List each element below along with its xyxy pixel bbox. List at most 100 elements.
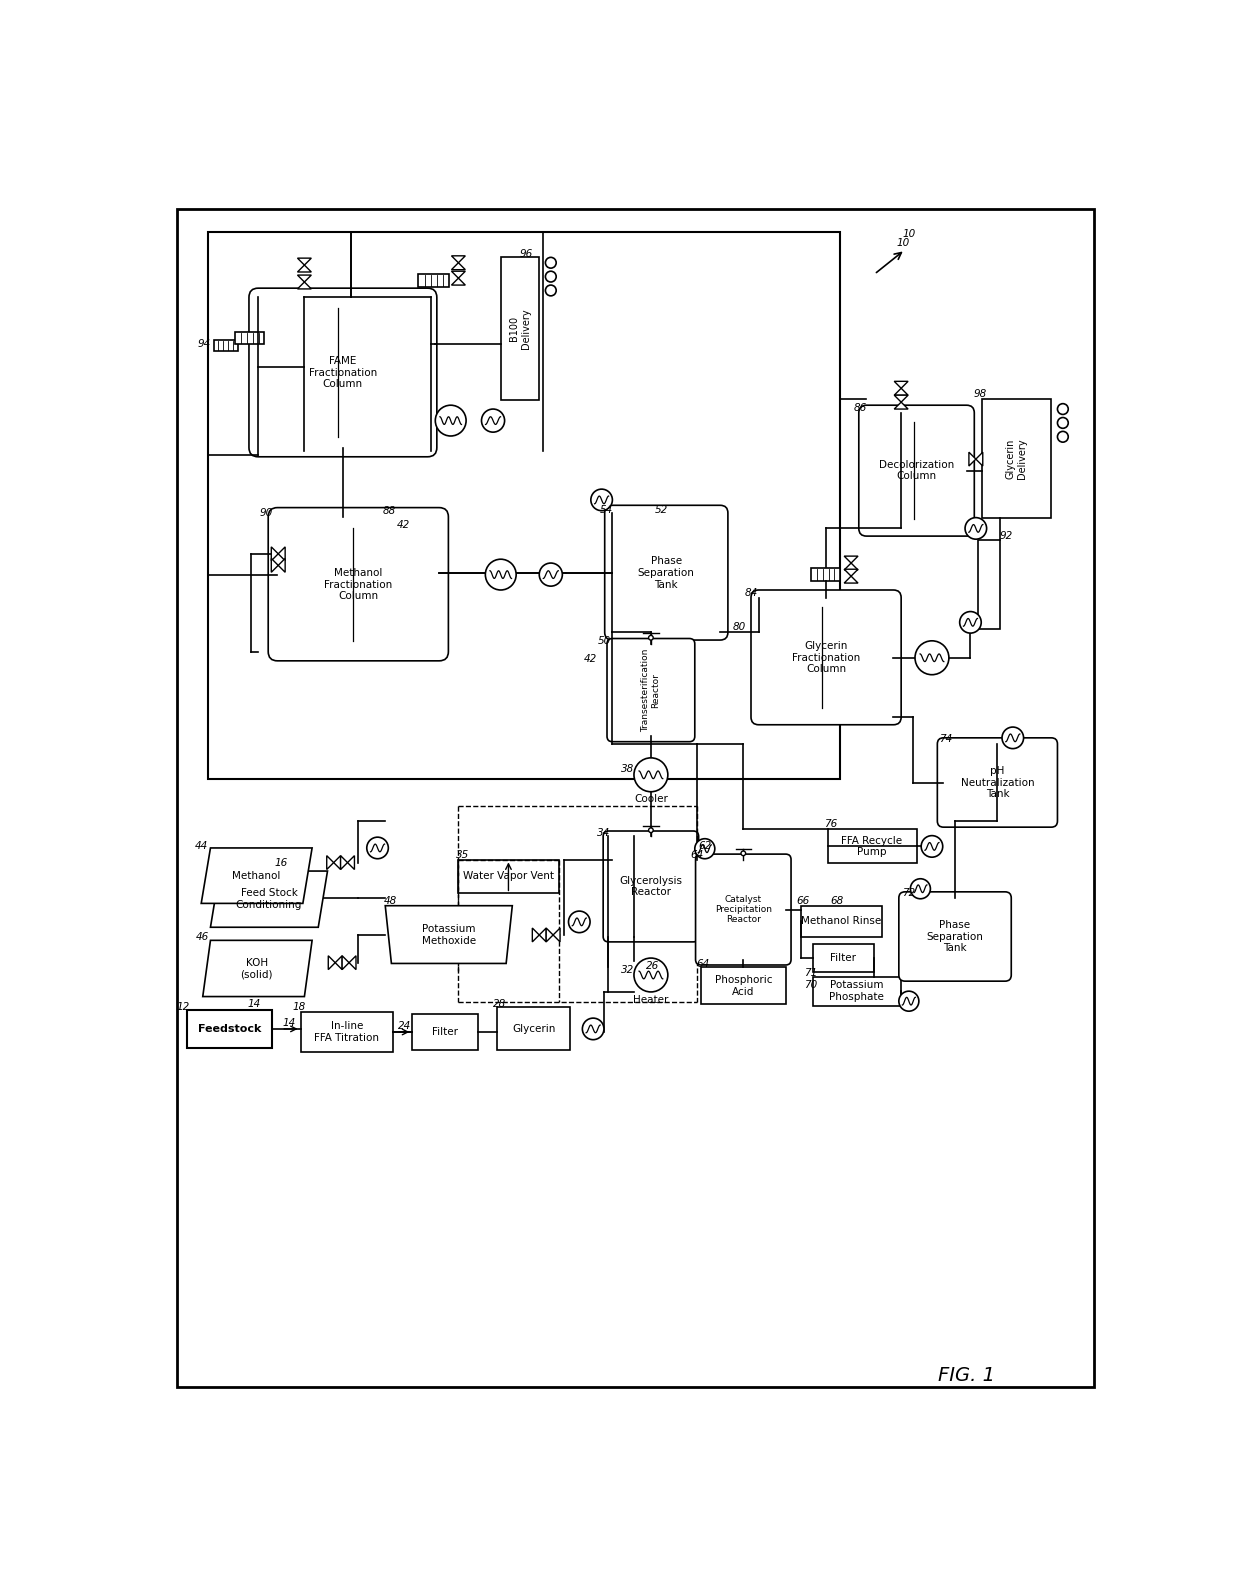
Text: Glycerolysis
Reactor: Glycerolysis Reactor <box>620 875 682 897</box>
Text: pH
Neutralization
Tank: pH Neutralization Tank <box>961 766 1034 799</box>
Polygon shape <box>968 452 976 466</box>
Circle shape <box>634 957 668 992</box>
Polygon shape <box>278 547 285 561</box>
Bar <box>811 569 841 581</box>
Text: 32: 32 <box>621 965 635 975</box>
Text: 66: 66 <box>797 896 810 905</box>
Circle shape <box>915 641 949 675</box>
Text: 38: 38 <box>621 763 635 774</box>
Polygon shape <box>553 927 560 942</box>
Text: 46: 46 <box>196 932 210 942</box>
FancyBboxPatch shape <box>249 288 436 457</box>
Circle shape <box>1058 417 1068 428</box>
Text: FFA Recycle
Pump: FFA Recycle Pump <box>841 836 903 858</box>
Bar <box>501 258 539 400</box>
Text: 68: 68 <box>831 896 844 905</box>
FancyBboxPatch shape <box>696 855 791 965</box>
Text: 35: 35 <box>455 850 469 860</box>
Polygon shape <box>451 272 465 278</box>
Text: 44: 44 <box>195 841 208 850</box>
Polygon shape <box>211 871 327 927</box>
Circle shape <box>1058 403 1068 414</box>
Polygon shape <box>844 577 858 583</box>
Circle shape <box>590 490 613 510</box>
Polygon shape <box>894 389 908 395</box>
Text: 84: 84 <box>744 588 758 599</box>
Circle shape <box>649 635 653 640</box>
Bar <box>418 275 449 286</box>
Circle shape <box>910 878 930 899</box>
Polygon shape <box>272 547 278 561</box>
Circle shape <box>742 852 745 856</box>
Bar <box>812 976 901 1006</box>
Text: 90: 90 <box>259 509 273 518</box>
Polygon shape <box>347 856 355 869</box>
Circle shape <box>546 284 557 295</box>
Text: 98: 98 <box>973 389 987 400</box>
Polygon shape <box>334 856 341 869</box>
Circle shape <box>481 409 505 433</box>
Text: KOH
(solid): KOH (solid) <box>241 957 273 980</box>
Bar <box>213 340 238 351</box>
Text: Glycerin
Fractionation
Column: Glycerin Fractionation Column <box>792 641 861 675</box>
Text: In-line
FFA Titration: In-line FFA Titration <box>314 1021 379 1043</box>
Polygon shape <box>278 558 285 572</box>
Polygon shape <box>451 262 465 270</box>
Polygon shape <box>894 395 908 403</box>
FancyBboxPatch shape <box>937 738 1058 828</box>
Polygon shape <box>329 956 335 970</box>
Polygon shape <box>451 278 465 284</box>
Polygon shape <box>350 956 356 970</box>
Text: 42: 42 <box>584 654 598 664</box>
Text: 74: 74 <box>939 735 952 744</box>
Text: 94: 94 <box>197 338 211 349</box>
Polygon shape <box>539 927 546 942</box>
Circle shape <box>649 828 653 833</box>
FancyBboxPatch shape <box>605 506 728 640</box>
Polygon shape <box>298 265 311 272</box>
Polygon shape <box>272 558 278 572</box>
Text: Filter: Filter <box>831 953 857 964</box>
Polygon shape <box>894 381 908 389</box>
Bar <box>801 905 882 937</box>
Text: 52: 52 <box>655 506 668 515</box>
Text: Glycerin
Delivery: Glycerin Delivery <box>1006 439 1028 479</box>
Polygon shape <box>201 848 312 904</box>
FancyBboxPatch shape <box>859 404 975 536</box>
Text: Cooler: Cooler <box>634 795 668 804</box>
Text: FIG. 1: FIG. 1 <box>939 1365 994 1386</box>
Polygon shape <box>844 569 858 577</box>
Text: 34: 34 <box>596 828 610 839</box>
Text: 42: 42 <box>397 520 409 529</box>
Circle shape <box>899 991 919 1011</box>
Text: Methanol
Fractionation
Column: Methanol Fractionation Column <box>324 567 392 602</box>
Circle shape <box>485 559 516 589</box>
Bar <box>412 1014 477 1049</box>
Text: Filter: Filter <box>432 1027 458 1036</box>
Text: 54: 54 <box>600 506 613 515</box>
Text: Phosphoric
Acid: Phosphoric Acid <box>714 975 773 997</box>
Text: 92: 92 <box>999 531 1013 540</box>
FancyBboxPatch shape <box>899 891 1012 981</box>
Text: 26: 26 <box>646 961 660 970</box>
Text: Phase
Separation
Tank: Phase Separation Tank <box>926 920 983 953</box>
Polygon shape <box>335 956 342 970</box>
Text: 88: 88 <box>382 507 396 517</box>
Text: Heater: Heater <box>634 995 668 1005</box>
Circle shape <box>546 258 557 269</box>
Bar <box>497 1008 570 1049</box>
Circle shape <box>921 836 942 858</box>
Circle shape <box>367 837 388 860</box>
Text: 64: 64 <box>697 959 709 969</box>
Text: 76: 76 <box>823 818 837 830</box>
Text: 24: 24 <box>398 1021 412 1030</box>
Text: Methanol: Methanol <box>232 871 280 880</box>
Text: 16: 16 <box>275 858 288 869</box>
FancyBboxPatch shape <box>608 638 694 741</box>
Text: 14: 14 <box>248 999 260 1010</box>
Polygon shape <box>844 562 858 570</box>
FancyBboxPatch shape <box>603 831 698 942</box>
Bar <box>701 967 786 1005</box>
Text: 18: 18 <box>293 1002 305 1013</box>
Circle shape <box>960 611 981 634</box>
